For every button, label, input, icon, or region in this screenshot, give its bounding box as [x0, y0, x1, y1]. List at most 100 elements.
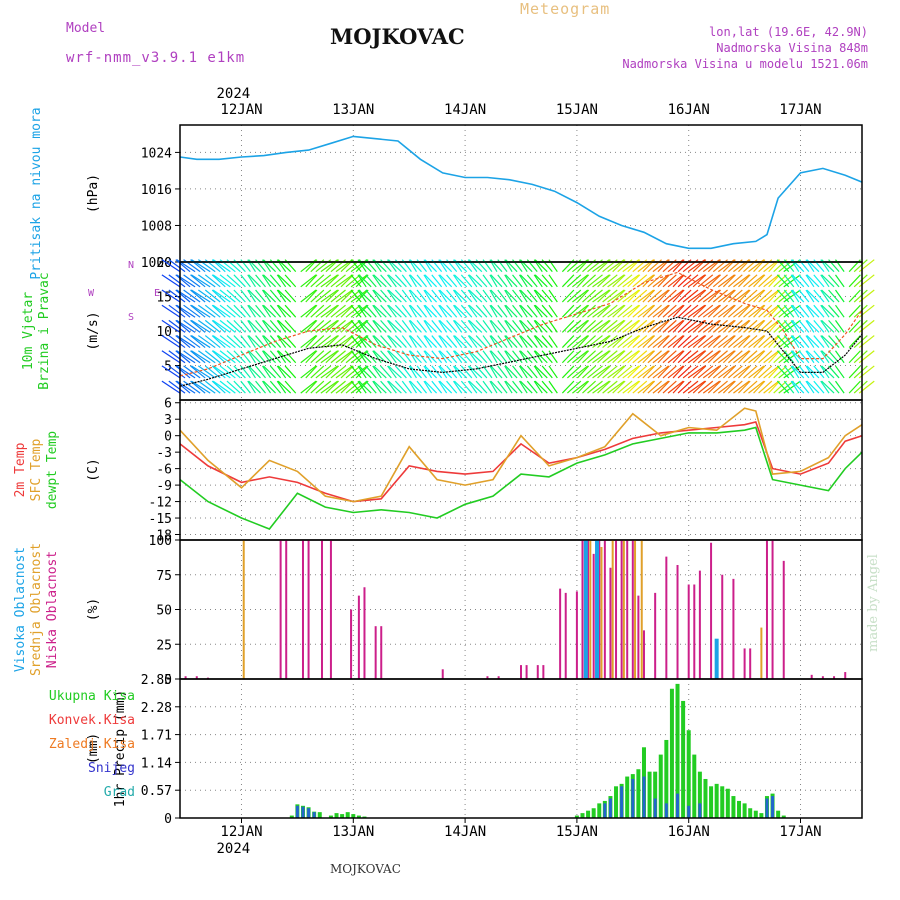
- wind-barb: [617, 304, 633, 318]
- wind-barb: [820, 304, 830, 318]
- wind-barb: [512, 335, 523, 348]
- wind-barb: [233, 304, 246, 318]
- wind-barb: [582, 335, 596, 349]
- wind-barb: [424, 319, 438, 333]
- wind-barb: [627, 365, 641, 379]
- wind-barb: [848, 335, 861, 348]
- wind-barb: [687, 350, 706, 364]
- wind-barb: [190, 274, 206, 288]
- wind-barb: [572, 335, 589, 349]
- wind-barb: [828, 304, 840, 318]
- coords-label: lon,lat (19.6E, 42.9N): [709, 25, 868, 39]
- wind-barb: [497, 335, 508, 348]
- wind-barb: [247, 304, 256, 318]
- wind-barb: [548, 289, 558, 303]
- wind-barb: [798, 289, 810, 303]
- wind-barb: [190, 365, 206, 379]
- wind-barb: [452, 365, 463, 379]
- wind-barb: [582, 350, 596, 364]
- wind-barb: [183, 304, 201, 318]
- wind-barb: [805, 350, 815, 364]
- wind-barb: [401, 304, 412, 318]
- y-tick-label: 0.57: [141, 784, 172, 799]
- wind-barb: [652, 350, 669, 364]
- wind-barb: [798, 274, 810, 288]
- wind-barb: [561, 289, 575, 303]
- wind-barb: [175, 304, 191, 318]
- wind-barb: [748, 304, 765, 318]
- wind-barb: [438, 320, 448, 333]
- wind-barb: [204, 380, 221, 394]
- wind-barb: [805, 320, 815, 333]
- wind-barb: [805, 274, 815, 288]
- wind-barb: [783, 289, 795, 303]
- wind-barb: [813, 274, 825, 288]
- wind-barb: [439, 335, 453, 348]
- wind-barb: [438, 350, 448, 364]
- wind-barb: [820, 335, 830, 348]
- wind-barb: [647, 289, 662, 303]
- wind-barb: [652, 335, 669, 349]
- precip-bar-precip_total: [669, 688, 674, 818]
- date-label-bottom: 12JAN: [220, 824, 262, 840]
- wind-barb: [778, 274, 794, 288]
- wind-barb: [534, 319, 548, 333]
- precip-bar-precip_total: [692, 754, 697, 818]
- wind-barb: [240, 274, 251, 288]
- wind-barb: [657, 380, 670, 394]
- wind-barb: [667, 304, 684, 318]
- wind-barb: [561, 380, 575, 394]
- date-label-top: 13JAN: [332, 102, 374, 118]
- wind-barb: [667, 319, 684, 333]
- wind-barb: [647, 274, 662, 288]
- wind-barb: [763, 380, 780, 394]
- wind-barb: [697, 380, 714, 394]
- wind-barb: [387, 289, 397, 303]
- wind-barb: [340, 274, 354, 288]
- precip-bar-precip_conv: [765, 798, 769, 818]
- y-tick-label: 2.85: [141, 673, 172, 688]
- wind-barb: [175, 335, 191, 349]
- wind-barb: [468, 365, 483, 379]
- wind-barb: [707, 380, 722, 394]
- wind-barb: [489, 320, 498, 333]
- wind-barb: [365, 304, 377, 318]
- wind-barb: [582, 365, 596, 379]
- wind-barb: [394, 274, 407, 288]
- wind-barb: [482, 289, 493, 303]
- wind-barb: [566, 289, 582, 303]
- wind-barb: [607, 335, 625, 349]
- wind-barb: [743, 274, 758, 288]
- y-tick-label: 0: [164, 812, 172, 827]
- wind-barb: [325, 350, 340, 364]
- wind-barb: [255, 304, 266, 318]
- wind-barb: [315, 304, 332, 318]
- wind-barb: [813, 380, 825, 394]
- wind-barb: [305, 304, 318, 318]
- wind-barb: [394, 380, 407, 394]
- wind-barb: [763, 274, 780, 288]
- wind-barb: [597, 289, 611, 303]
- wind-barb: [652, 274, 669, 288]
- wind-barb: [409, 350, 422, 364]
- wind-barb: [452, 380, 463, 394]
- wind-barb: [572, 274, 589, 288]
- wind-barb: [687, 274, 706, 288]
- wind-barb: [682, 335, 699, 349]
- wind-barb: [467, 274, 478, 288]
- wind-barb: [697, 335, 714, 349]
- wind-barb: [330, 319, 346, 333]
- wind-barb: [380, 304, 392, 318]
- wind-barb: [345, 289, 361, 303]
- wind-barb: [717, 380, 735, 394]
- wind-barb: [212, 274, 231, 288]
- wind-barb: [662, 289, 677, 303]
- wind-barb: [467, 320, 478, 333]
- wind-barb: [357, 335, 367, 348]
- wind-barb: [168, 259, 186, 273]
- wind-barb: [702, 380, 721, 394]
- wind-barb: [175, 380, 191, 394]
- wind-barb: [212, 289, 231, 303]
- wind-barb: [204, 289, 221, 303]
- wind-barb: [587, 289, 603, 303]
